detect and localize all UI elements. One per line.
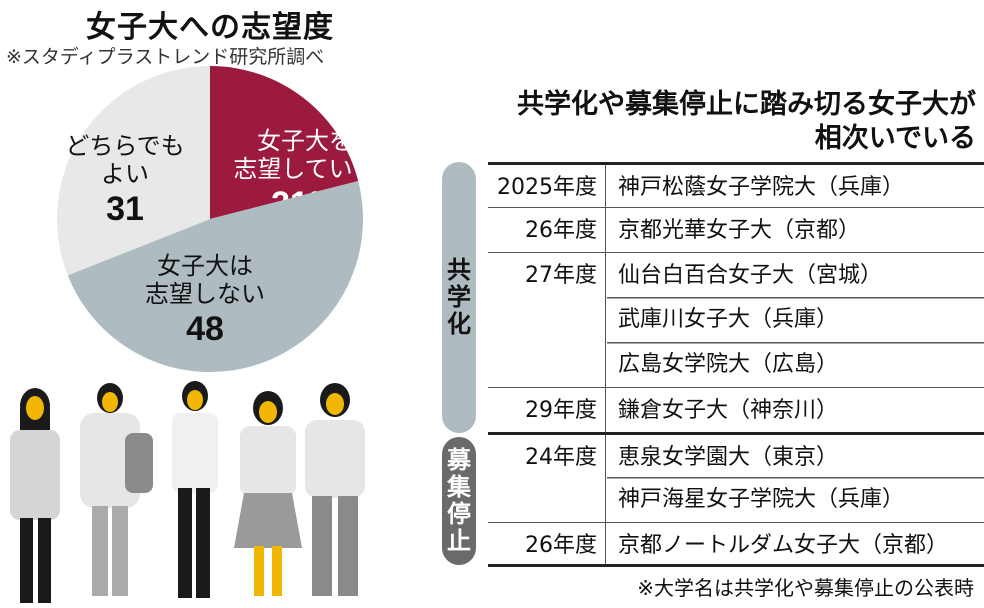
group-label-coeducation: 共 学 化 (442, 162, 476, 433)
table-row: 24年度 恵泉女学園大（東京） (488, 432, 984, 477)
table-row: 26年度 京都光華女子大（京都） (488, 207, 984, 252)
pie-slice-label: 女子大は (157, 252, 253, 280)
group-label-char: 共 (447, 256, 471, 284)
pie-slice-label: 女子大を (257, 127, 353, 155)
pie-value-label: 48 (186, 310, 224, 348)
year-cell: 2025年度 (488, 165, 606, 207)
women-illustration (10, 381, 365, 603)
university-name-cell: 神戸松蔭女子学院大（兵庫） (618, 175, 905, 200)
year-cell (488, 297, 606, 342)
pie-value-label: 31 (106, 190, 144, 228)
group-label-char: 集 (447, 473, 471, 501)
table-row: 26年度 京都ノートルダム女子大（京都） (488, 522, 984, 567)
pie-slice (210, 66, 359, 219)
university-name-cell: 武庫川女子大（兵庫） (618, 307, 839, 332)
table-row: 神戸海星女子学院大（兵庫） (488, 477, 984, 522)
year-cell (488, 342, 606, 387)
table-row: 2025年度 神戸松蔭女子学院大（兵庫） (488, 162, 984, 207)
year-cell: 29年度 (488, 388, 606, 432)
table-row: 広島女学院大（広島） (488, 342, 984, 387)
year-cell (488, 477, 606, 522)
pie-slice-label: 志望しない (145, 280, 265, 308)
pie-chart-source: ※スタディプラストレンド研究所調べ (6, 46, 325, 68)
university-name-cell: 広島女学院大（広島） (618, 352, 839, 377)
table-title-line2: 相次いでいる (814, 123, 976, 154)
university-name-cell: 京都ノートルダム女子大（京都） (618, 533, 949, 558)
year-cell: 24年度 (488, 435, 606, 477)
table-note: ※大学名は共学化や募集停止の公表時 (637, 576, 974, 600)
group-label-admission-stop: 募 集 停 止 (442, 437, 476, 565)
table-row: 29年度 鎌倉女子大（神奈川） (488, 387, 984, 432)
university-name-cell: 恵泉女学園大（東京） (618, 445, 839, 470)
group-label-char: 募 (447, 446, 471, 474)
table-row: 武庫川女子大（兵庫） (488, 297, 984, 342)
university-name-cell: 鎌倉女子大（神奈川） (618, 398, 839, 423)
pie-slice (67, 180, 364, 373)
table-row: 27年度 仙台白百合女子大（宮城） (488, 252, 984, 297)
table-title-line1: 共学化や募集停止に踏み切る女子大が (517, 89, 976, 120)
pie-chart-title: 女子大への志望度 (86, 10, 334, 45)
year-cell: 26年度 (488, 523, 606, 564)
year-cell: 27年度 (488, 253, 606, 297)
group-label-char: 停 (447, 500, 471, 528)
group-label-char: 化 (447, 310, 471, 338)
pie-slice-label: よい (101, 160, 149, 188)
year-cell: 26年度 (488, 208, 606, 252)
university-name-cell: 神戸海星女子学院大（兵庫） (618, 487, 905, 512)
pie-slice-label: 志望している (233, 155, 370, 183)
university-name-cell: 仙台白百合女子大（宮城） (618, 263, 883, 288)
group-label-char: 止 (447, 527, 471, 555)
pie-slice-label: どちらでも (65, 132, 184, 160)
pie-slice (56, 66, 210, 276)
university-name-cell: 京都光華女子大（京都） (618, 218, 861, 243)
university-table: 2025年度 神戸松蔭女子学院大（兵庫） 26年度 京都光華女子大（京都） 27年度 仙台… (488, 162, 984, 567)
group-label-char: 学 (447, 283, 471, 311)
